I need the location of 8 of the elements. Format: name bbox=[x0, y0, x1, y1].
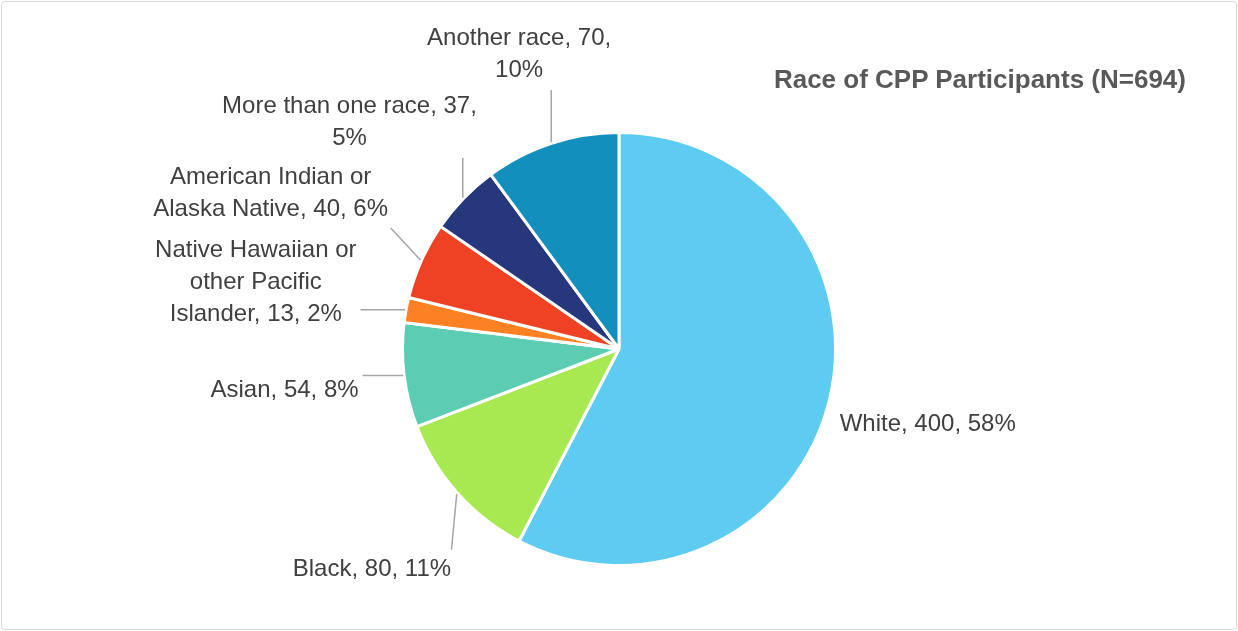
slice-label: More than one race, 37, 5% bbox=[222, 90, 477, 150]
slice-label: American Indian or Alaska Native, 40, 6% bbox=[153, 161, 389, 221]
slice-label: Asian, 54, 8% bbox=[210, 374, 359, 402]
slice-label: Another race, 70, 10% bbox=[427, 22, 612, 82]
slice-label: Black, 80, 11% bbox=[292, 554, 452, 582]
text: Race of CPP Participants (N=694) bbox=[773, 63, 1186, 96]
slice-label: White, 400, 58% bbox=[839, 409, 1016, 437]
slice-label: Native Hawaiian or other Pacific Islander, 13, 2% bbox=[155, 235, 357, 327]
